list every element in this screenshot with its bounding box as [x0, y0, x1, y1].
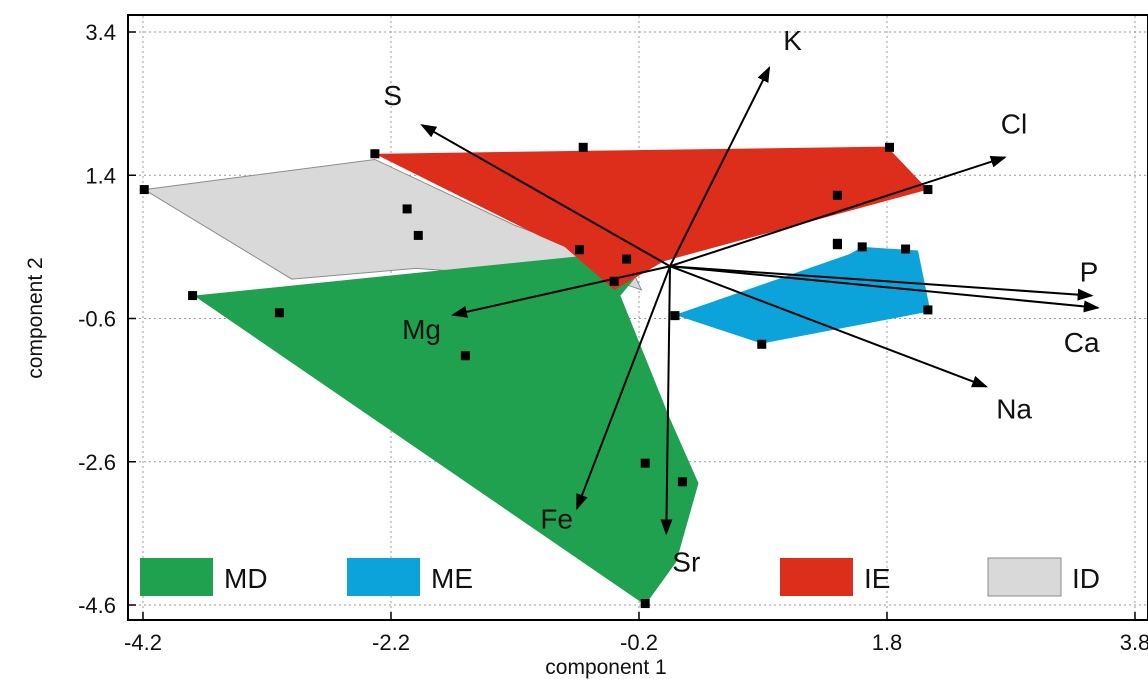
legend: MD ME IE ID — [140, 557, 1100, 597]
sample-point-ie — [574, 245, 584, 255]
loading-vector-s — [420, 124, 671, 268]
sample-point-ie — [884, 142, 894, 152]
sample-point-md — [188, 291, 198, 301]
loading-vector-cl — [669, 155, 1007, 268]
axis-ticks: -4.2 -2.2 -0.2 1.8 3.8 3.4 1.4 -0.6 -2.6 -4.6 — [78, 20, 1148, 655]
x-tick-label: -2.2 — [372, 630, 410, 655]
sample-point-me — [857, 242, 867, 252]
loading-vector-p — [669, 265, 1094, 301]
sample-point-me — [923, 305, 933, 315]
loading-vector-sr — [660, 266, 673, 536]
group-hulls — [142, 146, 931, 605]
sample-point-id — [139, 185, 149, 195]
hull-me — [675, 246, 931, 344]
loading-label-s: S — [383, 80, 402, 111]
sample-point-me — [670, 311, 680, 321]
sample-point-ie — [832, 190, 842, 200]
y-tick-label: 1.4 — [85, 163, 116, 188]
x-tick-label: 3.8 — [1120, 630, 1148, 655]
loading-label-sr: Sr — [672, 546, 700, 577]
legend-swatch-ie — [780, 558, 853, 596]
sample-point-id — [413, 230, 423, 240]
y-axis-title: component 2 — [24, 257, 47, 378]
loading-label-p: P — [1080, 257, 1099, 288]
legend-swatch-id — [987, 557, 1062, 597]
y-tick-label: 3.4 — [85, 20, 116, 45]
sample-point-id — [609, 276, 619, 286]
loading-label-na: Na — [996, 394, 1032, 425]
loading-vector-ca — [669, 265, 1100, 313]
sample-point-id — [402, 204, 412, 214]
x-tick-label: -0.2 — [620, 630, 658, 655]
sample-point-ie — [370, 149, 380, 159]
sample-point-ie — [923, 185, 933, 195]
loading-vector-k — [669, 66, 771, 267]
sample-point-ie — [578, 142, 588, 152]
loading-label-ca: Ca — [1064, 327, 1100, 358]
loading-label-cl: Cl — [1001, 108, 1027, 139]
sample-point-md — [677, 477, 687, 487]
x-axis-title: component 1 — [545, 656, 666, 679]
sample-point-md — [640, 599, 650, 609]
y-tick-label: -4.6 — [78, 593, 116, 618]
loading-vector-na — [669, 265, 989, 388]
x-tick-label: 1.8 — [872, 630, 903, 655]
sample-point-md — [460, 351, 470, 361]
y-tick-label: -0.6 — [78, 307, 116, 332]
y-tick-label: -2.6 — [78, 450, 116, 475]
sample-point-ie — [622, 254, 632, 264]
loading-vector-fe — [576, 265, 671, 511]
legend-label-id: ID — [1072, 563, 1100, 594]
sample-point-me — [901, 244, 911, 254]
loading-label-fe: Fe — [540, 503, 573, 534]
legend-label-me: ME — [431, 563, 473, 594]
legend-swatch-me — [347, 558, 420, 596]
loading-vector-mg — [451, 265, 671, 318]
legend-label-md: MD — [224, 563, 268, 594]
legend-label-ie: IE — [864, 563, 890, 594]
loading-label-mg: Mg — [402, 314, 441, 345]
legend-swatch-md — [140, 558, 213, 596]
sample-point-ie — [832, 238, 842, 248]
sample-point-md — [640, 458, 650, 468]
sample-points — [139, 142, 933, 609]
loading-vectors: K S Cl P Ca Na Mg Fe Sr — [383, 25, 1100, 578]
sample-point-me — [757, 339, 767, 349]
sample-point-md — [274, 308, 284, 318]
x-tick-label: -4.2 — [124, 630, 162, 655]
hull-md — [193, 256, 699, 605]
hull-ie — [374, 146, 928, 290]
loading-label-k: K — [783, 25, 802, 56]
